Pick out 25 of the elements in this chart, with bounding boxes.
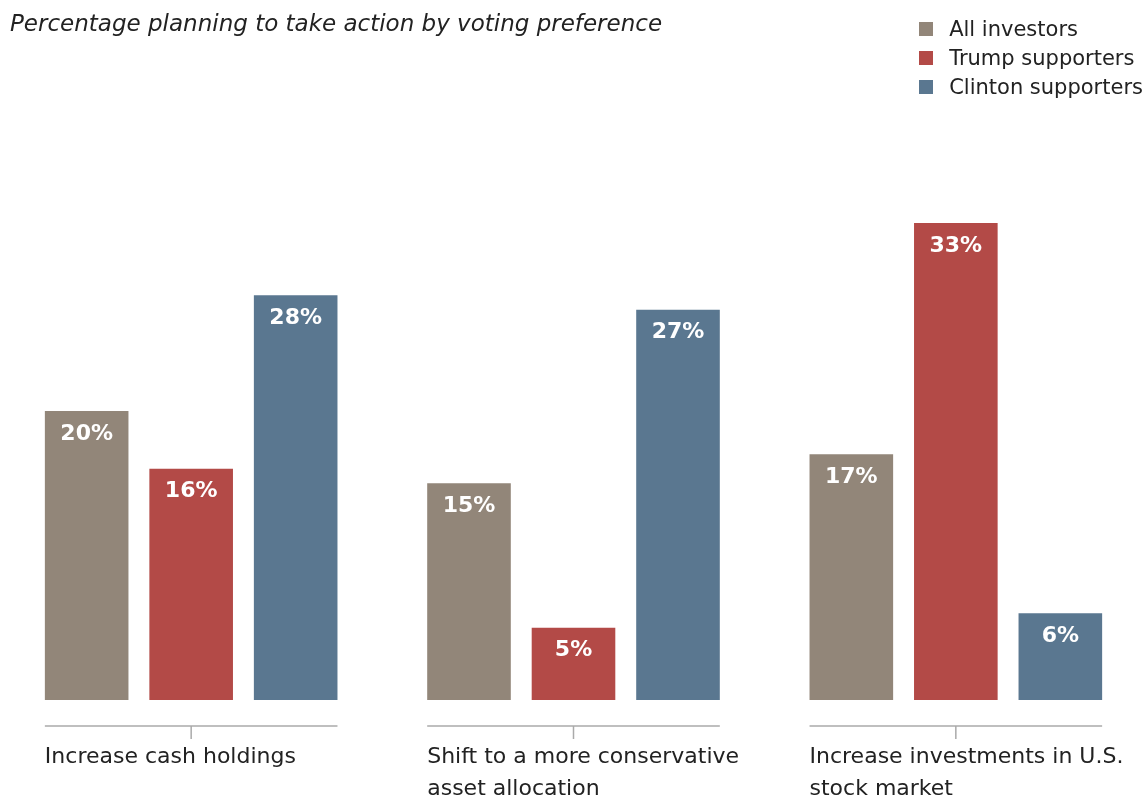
data-label: 28% xyxy=(269,303,323,329)
data-label: 16% xyxy=(164,477,218,503)
bar xyxy=(149,468,233,700)
data-label: 17% xyxy=(824,462,878,488)
x-tick-label: Increase investments in U.S. stock market xyxy=(809,742,1124,800)
data-label: 27% xyxy=(651,318,705,344)
bar xyxy=(44,410,129,700)
x-tick-label: Increase cash holdings xyxy=(44,742,296,768)
data-label: 20% xyxy=(60,419,113,445)
bar xyxy=(253,295,338,700)
bar xyxy=(914,223,998,700)
data-label: 5% xyxy=(554,636,593,662)
legend-label: All investors xyxy=(949,16,1078,41)
bar xyxy=(636,309,720,700)
bar xyxy=(427,483,511,700)
data-label: 6% xyxy=(1041,621,1080,647)
x-tick-label: Shift to a more conservative asset allocation xyxy=(427,742,740,800)
data-label: 33% xyxy=(929,231,983,257)
legend-label: Trump supporters xyxy=(949,45,1135,70)
bar xyxy=(531,627,616,700)
bar xyxy=(1018,613,1103,700)
legend-label: Clinton supporters xyxy=(949,74,1143,99)
bar xyxy=(809,454,894,700)
chart-title: Percentage planning to take action by voting preference xyxy=(10,10,663,36)
data-label: 15% xyxy=(442,491,496,517)
